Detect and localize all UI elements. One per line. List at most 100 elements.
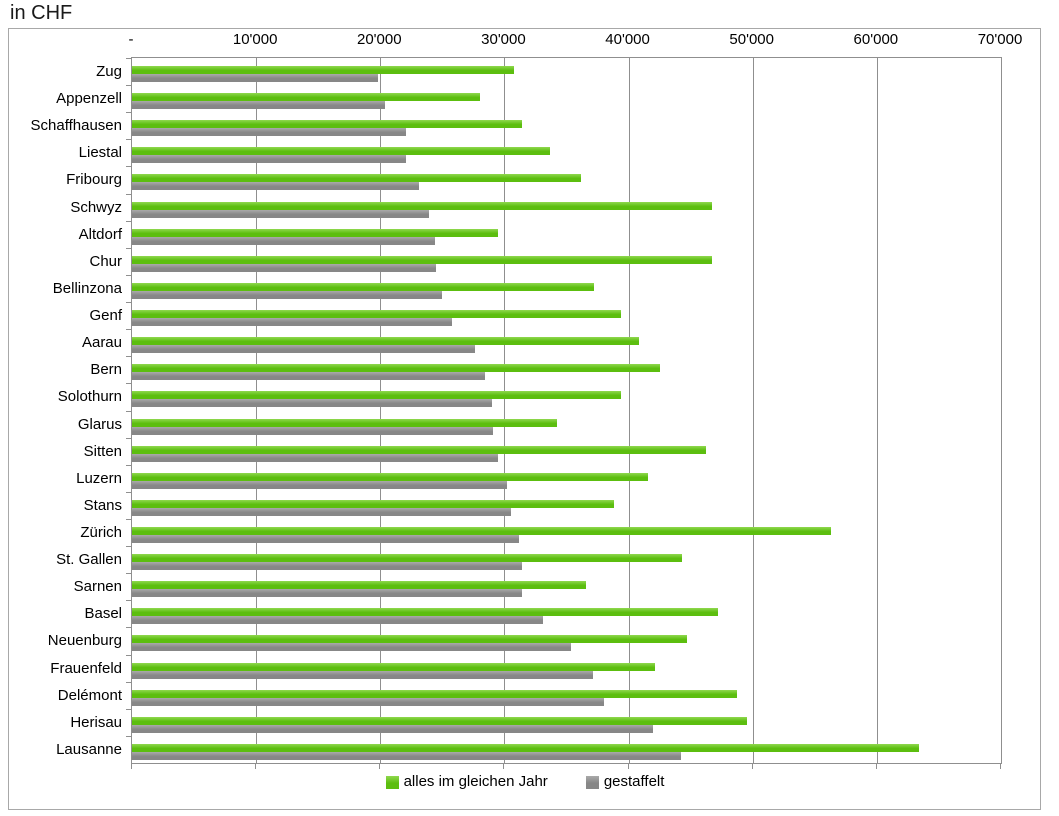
bar-alles-im-gleichen-jahr-lausanne xyxy=(132,743,920,752)
category-label-del-mont: Delémont xyxy=(57,686,122,704)
legend-swatch-alles-im-gleichen-jahr xyxy=(385,775,399,789)
legend-label-gestaffelt: gestaffelt xyxy=(603,773,665,790)
bar-gestaffelt-neuenburg xyxy=(132,643,572,652)
category-axis-tick xyxy=(126,85,132,87)
bar-alles-im-gleichen-jahr-stans xyxy=(132,499,614,508)
legend-item-alles-im-gleichen-jahr: alles im gleichen Jahr xyxy=(385,774,548,790)
bar-alles-im-gleichen-jahr-glarus xyxy=(132,418,557,427)
category-axis-tick xyxy=(126,735,132,737)
category-row-fribourg: Fribourg xyxy=(66,166,1001,193)
bar-gestaffelt-basel xyxy=(132,616,543,625)
bar-gestaffelt-luzern xyxy=(132,480,507,489)
bar-alles-im-gleichen-jahr-aarau xyxy=(132,337,639,346)
bar-gestaffelt-sarnen xyxy=(132,589,522,598)
category-label-liestal: Liestal xyxy=(78,144,122,162)
x-tick-label: - xyxy=(128,31,134,48)
bar-gestaffelt-schwyz xyxy=(132,209,429,218)
bar-gestaffelt-aarau xyxy=(132,345,475,354)
category-row-solothurn: Solothurn xyxy=(58,383,1001,410)
bar-alles-im-gleichen-jahr-bellinzona xyxy=(132,282,594,291)
bar-gestaffelt-altdorf xyxy=(132,236,435,245)
category-label-solothurn: Solothurn xyxy=(57,388,122,406)
category-axis-tick xyxy=(126,302,132,304)
bar-alles-im-gleichen-jahr-fribourg xyxy=(132,174,582,183)
category-label-z-rich: Zürich xyxy=(80,523,122,541)
category-label-glarus: Glarus xyxy=(77,415,122,433)
bar-alles-im-gleichen-jahr-solothurn xyxy=(132,391,622,400)
category-label-genf: Genf xyxy=(89,307,122,325)
category-row-stans: Stans xyxy=(84,491,1001,519)
category-axis-tick xyxy=(126,220,132,222)
category-axis-tick xyxy=(126,627,132,629)
category-label-luzern: Luzern xyxy=(76,469,122,487)
category-label-appenzell: Appenzell xyxy=(56,90,122,108)
bar-alles-im-gleichen-jahr-basel xyxy=(132,608,718,617)
axis-tick xyxy=(627,763,629,769)
bar-gestaffelt-bern xyxy=(132,372,485,381)
category-row-luzern: Luzern xyxy=(76,464,1001,492)
category-label-frauenfeld: Frauenfeld xyxy=(50,659,122,677)
category-row-aarau: Aarau xyxy=(82,329,1001,356)
category-axis-tick xyxy=(126,193,132,195)
gridline xyxy=(380,58,382,763)
category-row-sarnen: Sarnen xyxy=(74,573,1001,600)
category-label-aarau: Aarau xyxy=(81,334,122,352)
axis-tick xyxy=(875,763,877,769)
bar-gestaffelt-genf xyxy=(132,318,453,327)
category-axis-tick xyxy=(126,166,132,168)
category-row-glarus: Glarus xyxy=(78,410,1001,438)
category-row-zug: Zug xyxy=(96,58,1001,85)
bar-gestaffelt-frauenfeld xyxy=(132,670,593,679)
x-tick-label: 70'000 xyxy=(977,31,1023,48)
bar-alles-im-gleichen-jahr-schwyz xyxy=(132,201,712,210)
gridline xyxy=(256,58,258,763)
bar-gestaffelt-stans xyxy=(132,507,511,516)
bar-alles-im-gleichen-jahr-frauenfeld xyxy=(132,662,655,671)
bar-gestaffelt-st-gallen xyxy=(132,562,522,571)
category-row-sitten: Sitten xyxy=(84,437,1001,465)
category-label-schaffhausen: Schaffhausen xyxy=(30,117,122,135)
bar-gestaffelt-chur xyxy=(132,263,437,272)
x-tick-label: 30'000 xyxy=(481,31,526,48)
category-label-herisau: Herisau xyxy=(70,713,122,731)
bar-alles-im-gleichen-jahr-genf xyxy=(132,310,622,319)
category-label-chur: Chur xyxy=(89,252,122,270)
x-tick-label: 10'000 xyxy=(232,31,278,48)
bar-alles-im-gleichen-jahr-sarnen xyxy=(132,581,587,590)
category-label-sitten: Sitten xyxy=(83,442,122,460)
bar-alles-im-gleichen-jahr-luzern xyxy=(132,472,649,481)
legend-swatch-gestaffelt xyxy=(585,775,599,789)
category-axis-tick xyxy=(126,464,132,466)
category-axis-tick xyxy=(126,681,132,683)
category-row-herisau: Herisau xyxy=(70,708,1001,736)
category-label-neuenburg: Neuenburg xyxy=(47,632,122,650)
x-tick-label: 60'000 xyxy=(853,31,899,48)
category-row-chur: Chur xyxy=(89,247,1001,275)
gridline xyxy=(504,58,506,763)
category-row-basel: Basel xyxy=(84,600,1001,627)
category-row-schwyz: Schwyz xyxy=(70,193,1001,221)
category-row-schaffhausen: Schaffhausen xyxy=(31,112,1001,139)
category-label-schwyz: Schwyz xyxy=(70,198,122,216)
category-axis-tick xyxy=(126,518,132,520)
bar-alles-im-gleichen-jahr-neuenburg xyxy=(132,635,687,644)
bar-alles-im-gleichen-jahr-appenzell xyxy=(132,93,480,102)
bar-gestaffelt-fribourg xyxy=(132,182,419,191)
bar-gestaffelt-lausanne xyxy=(132,751,681,760)
bar-gestaffelt-liestal xyxy=(132,155,407,164)
category-axis-tick xyxy=(126,329,132,331)
gridline xyxy=(876,58,878,763)
axis-tick xyxy=(1000,763,1001,769)
category-axis-tick xyxy=(126,654,132,656)
category-axis-tick xyxy=(126,708,132,710)
category-label-fribourg: Fribourg xyxy=(66,171,122,189)
bar-alles-im-gleichen-jahr-st-gallen xyxy=(132,554,682,563)
axis-tick xyxy=(131,763,132,769)
category-label-zug: Zug xyxy=(96,63,122,80)
category-axis-tick xyxy=(126,600,132,602)
category-row-neuenburg: Neuenburg xyxy=(48,627,1001,654)
bar-alles-im-gleichen-jahr-del-mont xyxy=(132,689,737,698)
bar-gestaffelt-glarus xyxy=(132,426,494,435)
category-axis-tick xyxy=(126,247,132,249)
